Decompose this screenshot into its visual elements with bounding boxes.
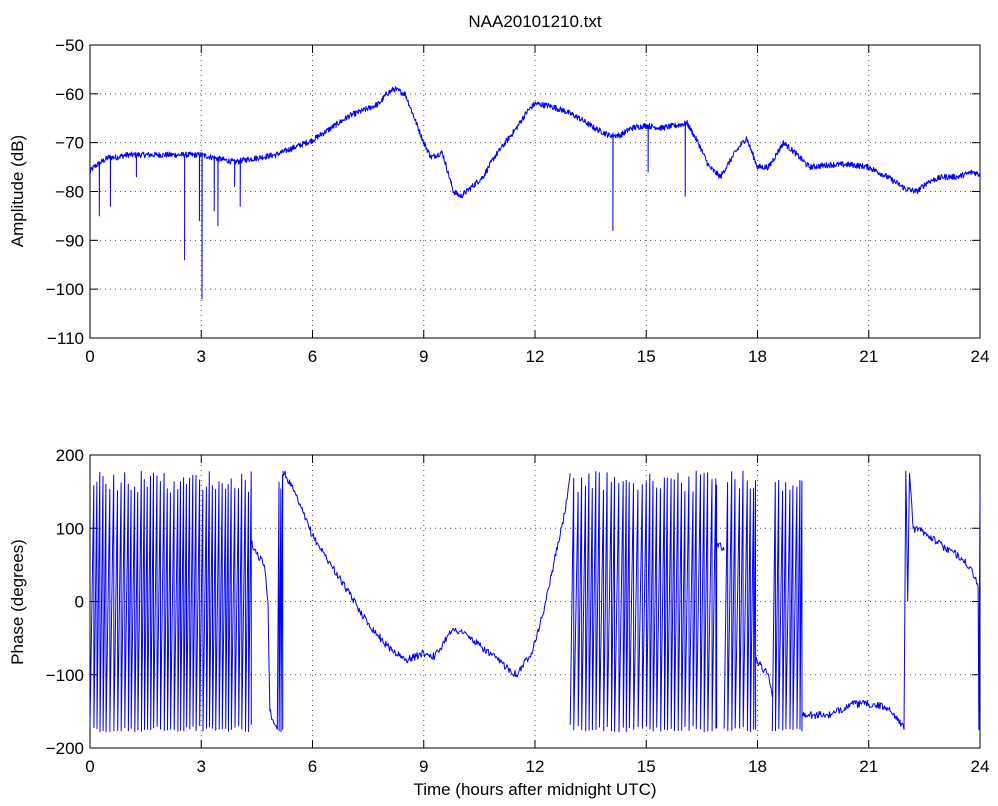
x-tick-label: 21 bbox=[859, 347, 878, 366]
chart-title: NAA20101210.txt bbox=[468, 12, 602, 31]
phase-grid bbox=[90, 455, 980, 748]
x-tick-label: 18 bbox=[748, 757, 767, 776]
amplitude-y-ticks: −110 −100 −90 −80 −70 −60 −50 bbox=[46, 36, 980, 348]
y-tick-label: −60 bbox=[55, 85, 84, 104]
x-tick-label: 15 bbox=[637, 347, 656, 366]
x-tick-label: 0 bbox=[85, 347, 94, 366]
y-tick-label: 100 bbox=[56, 519, 84, 538]
phase-y-ticks: −200 −100 0 100 200 bbox=[46, 446, 980, 758]
phase-series-line bbox=[89, 470, 981, 733]
phase-x-axis-label: Time (hours after midnight UTC) bbox=[413, 780, 656, 799]
phase-y-axis-label: Phase (degrees) bbox=[8, 539, 27, 665]
y-tick-label: 0 bbox=[75, 593, 84, 612]
x-tick-label: 21 bbox=[859, 757, 878, 776]
y-tick-label: −90 bbox=[55, 231, 84, 250]
y-tick-label: −80 bbox=[55, 183, 84, 202]
y-tick-label: −110 bbox=[47, 329, 84, 348]
amplitude-y-axis-label: Amplitude (dB) bbox=[8, 135, 27, 247]
x-tick-label: 24 bbox=[971, 347, 990, 366]
y-tick-label: −200 bbox=[46, 739, 84, 758]
amplitude-series-line bbox=[89, 86, 981, 300]
phase-x-ticks: 0 3 6 9 12 15 18 21 24 bbox=[85, 455, 989, 776]
x-tick-label: 3 bbox=[197, 347, 206, 366]
x-tick-label: 15 bbox=[637, 757, 656, 776]
y-tick-label: −70 bbox=[55, 134, 84, 153]
x-tick-label: 18 bbox=[748, 347, 767, 366]
x-tick-label: 24 bbox=[971, 757, 990, 776]
x-tick-label: 3 bbox=[197, 757, 206, 776]
amplitude-grid bbox=[90, 45, 980, 338]
x-tick-label: 0 bbox=[85, 757, 94, 776]
x-tick-label: 6 bbox=[308, 347, 317, 366]
y-tick-label: −100 bbox=[46, 666, 84, 685]
amplitude-panel: 0 3 6 9 12 15 18 21 24 −110 −100 −90 −80 −70 −60 −50 N… bbox=[8, 12, 989, 366]
phase-panel: 0 3 6 9 12 15 18 21 24 −200 −100 0 100 200 Time (hou… bbox=[8, 446, 989, 799]
y-tick-label: −50 bbox=[55, 36, 84, 55]
amplitude-x-ticks: 0 3 6 9 12 15 18 21 24 bbox=[85, 45, 989, 366]
x-tick-label: 9 bbox=[419, 347, 428, 366]
x-tick-label: 6 bbox=[308, 757, 317, 776]
y-tick-label: −100 bbox=[46, 280, 84, 299]
x-tick-label: 12 bbox=[526, 347, 545, 366]
x-tick-label: 12 bbox=[526, 757, 545, 776]
y-tick-label: 200 bbox=[56, 446, 84, 465]
x-tick-label: 9 bbox=[419, 757, 428, 776]
